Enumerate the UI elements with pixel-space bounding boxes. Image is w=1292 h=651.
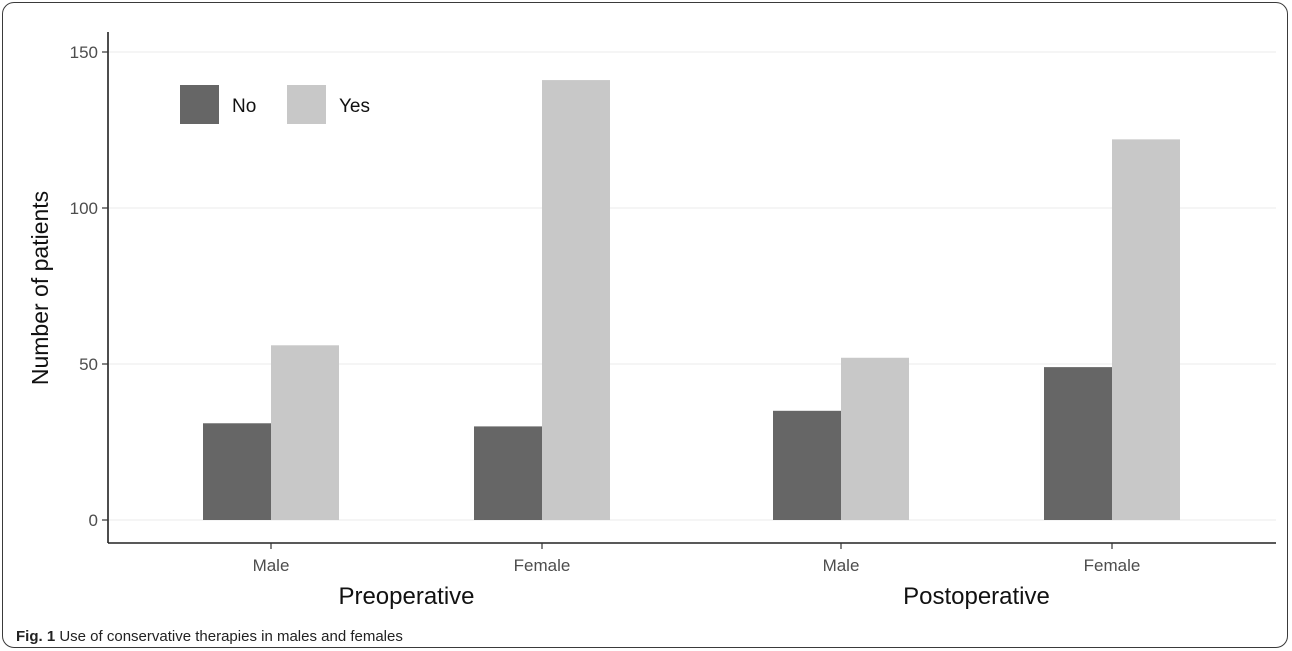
axes — [107, 32, 1276, 544]
legend: No Yes — [180, 85, 370, 124]
x-tick-label: Male — [253, 556, 290, 575]
x-tick-label: Male — [823, 556, 860, 575]
x-tick-label: Female — [514, 556, 571, 575]
x-tick-label: Female — [1084, 556, 1141, 575]
legend-key-no — [180, 85, 219, 124]
group-label: Preoperative — [338, 583, 474, 610]
bar-yes-preoperative-male — [271, 345, 339, 520]
y-tick-label: 0 — [89, 511, 98, 530]
bar-yes-postoperative-male — [841, 357, 909, 520]
bar-no-preoperative-male — [203, 423, 271, 520]
bar-no-preoperative-female — [474, 426, 542, 520]
legend-label-yes: Yes — [339, 96, 370, 117]
y-tick-label: 150 — [70, 43, 98, 62]
bar-yes-preoperative-female — [542, 80, 610, 520]
caption-label: Fig. 1 — [16, 628, 56, 645]
bar-yes-postoperative-female — [1112, 139, 1180, 521]
bars — [203, 80, 1180, 521]
y-tick-label: 100 — [70, 199, 98, 218]
y-tick-label: 50 — [79, 355, 98, 374]
y-ticks: 0 50 100 150 — [70, 43, 108, 530]
bar-no-postoperative-male — [773, 410, 841, 520]
figure-caption: Fig. 1 Use of conservative therapies in … — [16, 628, 403, 645]
bar-no-postoperative-female — [1044, 367, 1112, 520]
x-ticks: Male Female Preoperative Male Female Postoper… — [253, 543, 1141, 610]
group-label: Postoperative — [903, 583, 1050, 610]
legend-label-no: No — [232, 96, 256, 117]
y-axis-label: Number of patients — [27, 191, 53, 385]
legend-key-yes — [287, 85, 326, 124]
caption-text: Use of conservative therapies in males a… — [59, 628, 403, 645]
